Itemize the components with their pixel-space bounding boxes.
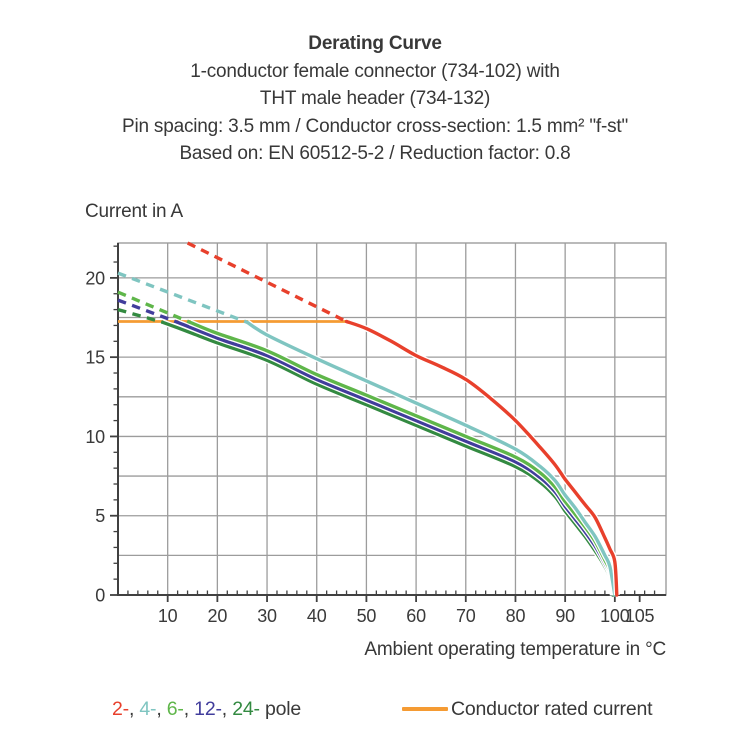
chart-title: Derating Curve [308, 33, 442, 54]
legend-separator: , [221, 697, 233, 720]
chart-subtitle-header: THT male header (734-132) [259, 88, 491, 109]
legend-separator: , [128, 697, 140, 720]
svg-text:10: 10 [158, 606, 178, 626]
rated-current-label: Conductor rated current [451, 697, 653, 720]
legend-pole-12: 12- [194, 697, 222, 720]
chart-subtitle-connector: 1-conductor female connector (734-102) w… [190, 60, 560, 82]
svg-text:20: 20 [208, 606, 228, 626]
svg-text:105: 105 [625, 606, 655, 626]
svg-text:15: 15 [85, 348, 105, 368]
svg-text:40: 40 [307, 606, 327, 626]
chart-subtitle-standard: Based on: EN 60512-5-2 / Reduction facto… [179, 143, 571, 164]
svg-text:80: 80 [506, 606, 526, 626]
legend-pole-counts: 2-, 4-, 6-, 12-, 24- pole [112, 696, 301, 722]
legend-separator: , [183, 697, 195, 720]
svg-text:60: 60 [406, 606, 426, 626]
svg-text:50: 50 [357, 606, 377, 626]
legend-pole-2: 2- [112, 697, 129, 720]
legend-separator: , [156, 697, 167, 720]
chart-title-block: Derating Curve 1-conductor female connec… [0, 30, 750, 168]
svg-text:10: 10 [85, 427, 105, 447]
legend-pole-24: 24- [232, 697, 260, 720]
svg-text:90: 90 [555, 606, 575, 626]
legend-pole-6: 6- [166, 697, 184, 720]
svg-text:5: 5 [95, 506, 105, 526]
svg-text:0: 0 [95, 586, 105, 606]
y-axis-title: Current in A [85, 201, 183, 222]
chart-subtitle-spec: Pin spacing: 3.5 mm / Conductor cross-se… [121, 115, 628, 137]
svg-text:20: 20 [85, 268, 105, 288]
svg-text:30: 30 [257, 606, 277, 626]
svg-text:100: 100 [600, 606, 630, 626]
x-axis-title: Ambient operating temperature in °C [364, 639, 666, 660]
legend-rated-current: Conductor rated current [402, 696, 653, 722]
rated-current-line-swatch [402, 707, 448, 711]
svg-text:70: 70 [456, 606, 476, 626]
legend-pole-suffix: pole [259, 697, 302, 720]
legend-pole-4: 4- [139, 697, 157, 720]
